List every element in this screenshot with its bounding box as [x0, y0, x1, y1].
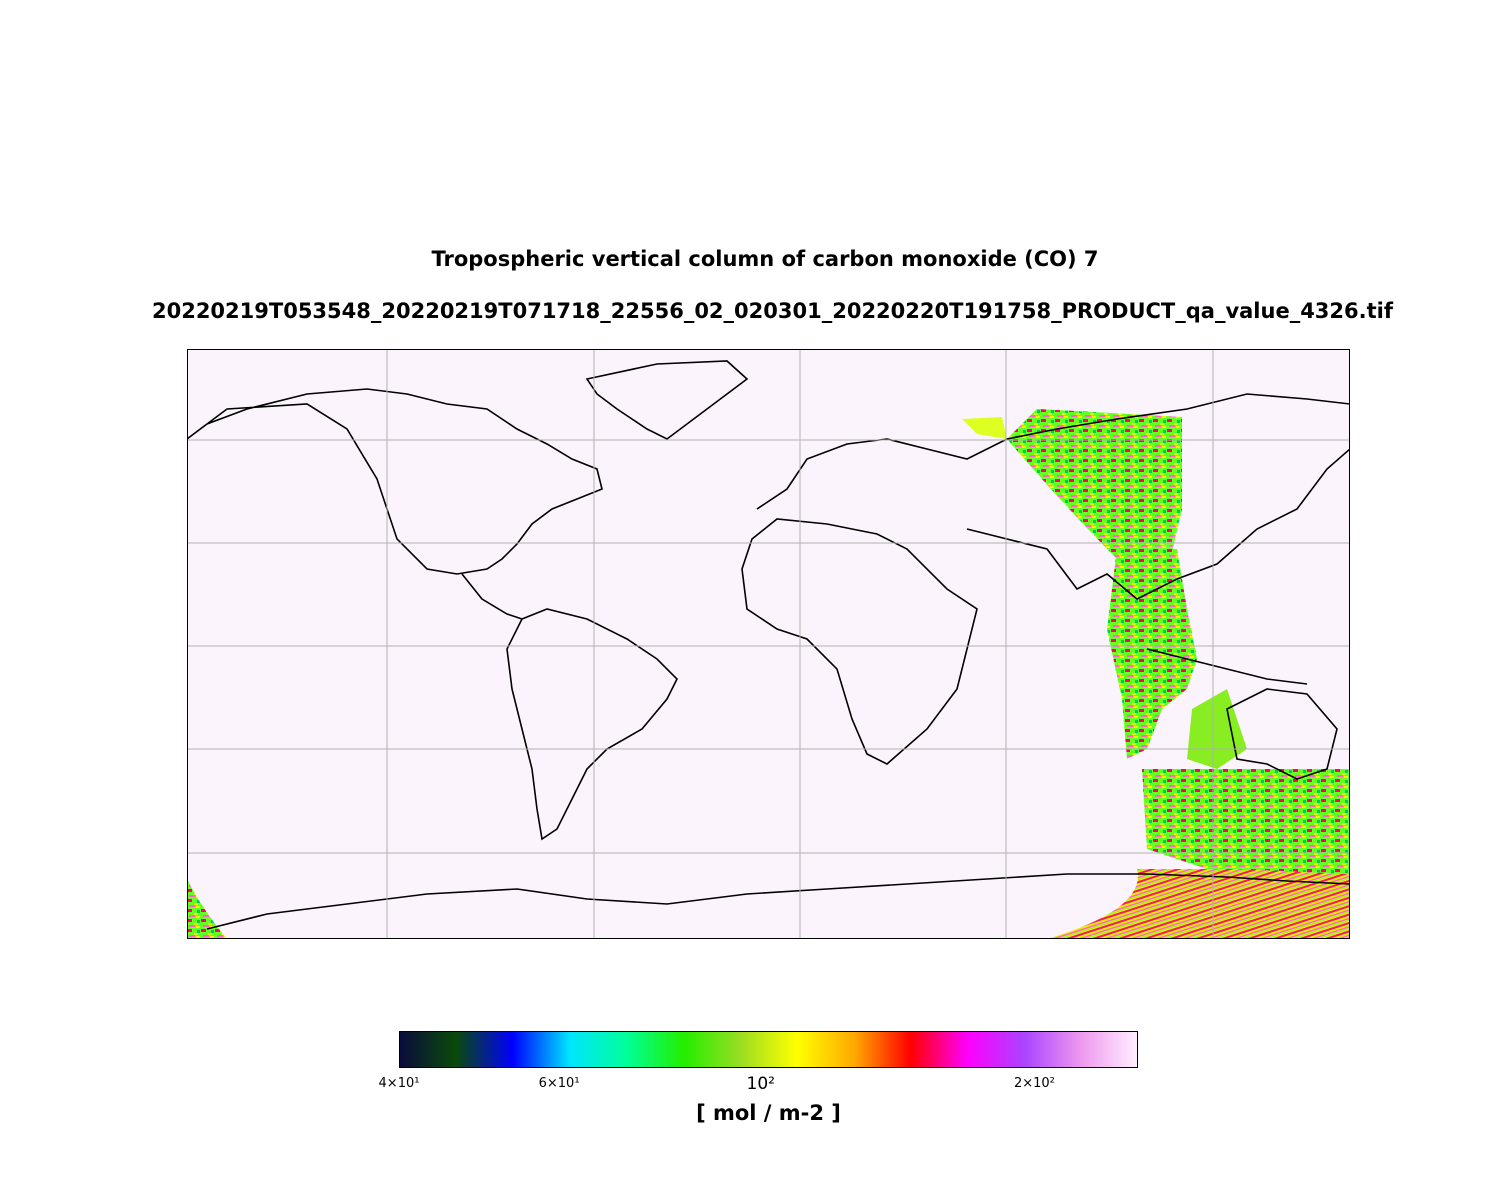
north-america-coast	[187, 388, 603, 575]
colorbar-tick-label: 2×10²	[1013, 1076, 1055, 1091]
gridlines	[187, 349, 1350, 939]
central-america-coast	[461, 573, 523, 620]
map-frame	[187, 349, 1350, 939]
asia-coast	[966, 448, 1350, 600]
colorbar	[399, 1031, 1138, 1068]
co-swath	[187, 409, 1350, 939]
greenland-coast	[585, 360, 749, 440]
colorbar-tick-label: 10²	[746, 1074, 775, 1094]
south-america-coast	[506, 608, 678, 841]
colorbar-label: [ mol / m-2 ]	[696, 1101, 841, 1125]
europe-coast	[756, 393, 1350, 510]
colorbar-tick-label: 6×10¹	[538, 1076, 580, 1091]
colorbar-gradient	[399, 1031, 1138, 1068]
colorbar-frame	[399, 1031, 1138, 1068]
colorbar-tick-label: 4×10¹	[378, 1076, 420, 1091]
map-panel	[187, 349, 1350, 939]
chart-title: Tropospheric vertical column of carbon m…	[431, 247, 1099, 271]
chart-subtitle: 20220219T053548_20220219T071718_22556_02…	[151, 299, 1393, 323]
africa-coast	[741, 518, 978, 765]
indonesia-coast	[1146, 648, 1308, 685]
australia-coast	[1226, 688, 1338, 780]
